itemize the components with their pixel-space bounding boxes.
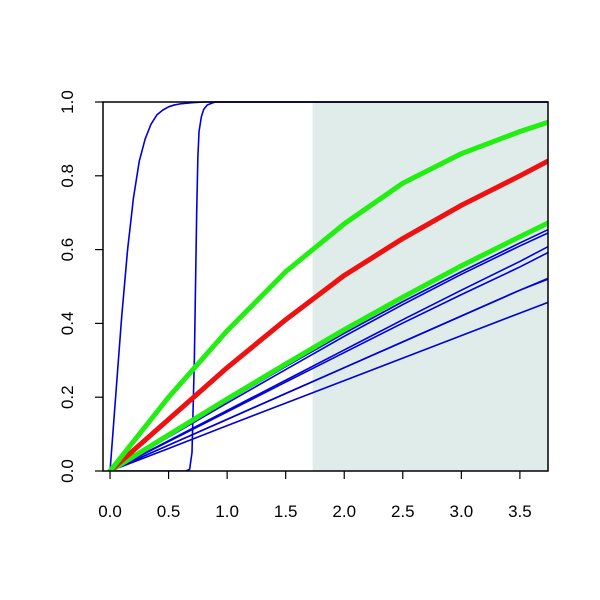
plot-frame: [102, 101, 549, 472]
y-tick-label: 0.4: [58, 312, 77, 336]
x-axis: 0.0 0.5 1.0 1.5 2.0 2.5 3.0 3.5: [98, 471, 532, 521]
x-tick-label: 0.0: [98, 502, 122, 521]
x-tick-label: 2.0: [332, 502, 356, 521]
series-line-7: [109, 245, 548, 471]
y-tick-label: 0.6: [58, 238, 77, 262]
y-tick-label: 0.0: [58, 459, 77, 483]
series-layer: [107, 101, 548, 471]
series-line-11: [107, 158, 548, 471]
y-tick-label: 0.2: [58, 385, 77, 409]
x-tick-label: 3.0: [450, 502, 474, 521]
series-line-12: [107, 119, 548, 471]
y-axis: 0.0 0.2 0.4 0.6 0.8 1.0: [58, 90, 103, 483]
shaded-region: [312, 102, 548, 471]
shaded-region-layer: [312, 102, 548, 471]
series-line-6: [109, 251, 548, 471]
x-tick-label: 1.5: [274, 502, 298, 521]
series-line-10: [107, 220, 548, 471]
x-tick-label: 2.5: [391, 502, 415, 521]
x-tick-label: 1.0: [215, 502, 239, 521]
series-line-3: [109, 301, 548, 471]
y-tick-label: 1.0: [58, 90, 77, 114]
series-line-5: [109, 277, 548, 471]
x-tick-label: 3.5: [508, 502, 532, 521]
x-tick-label: 0.5: [157, 502, 181, 521]
y-tick-label: 0.8: [58, 164, 77, 188]
